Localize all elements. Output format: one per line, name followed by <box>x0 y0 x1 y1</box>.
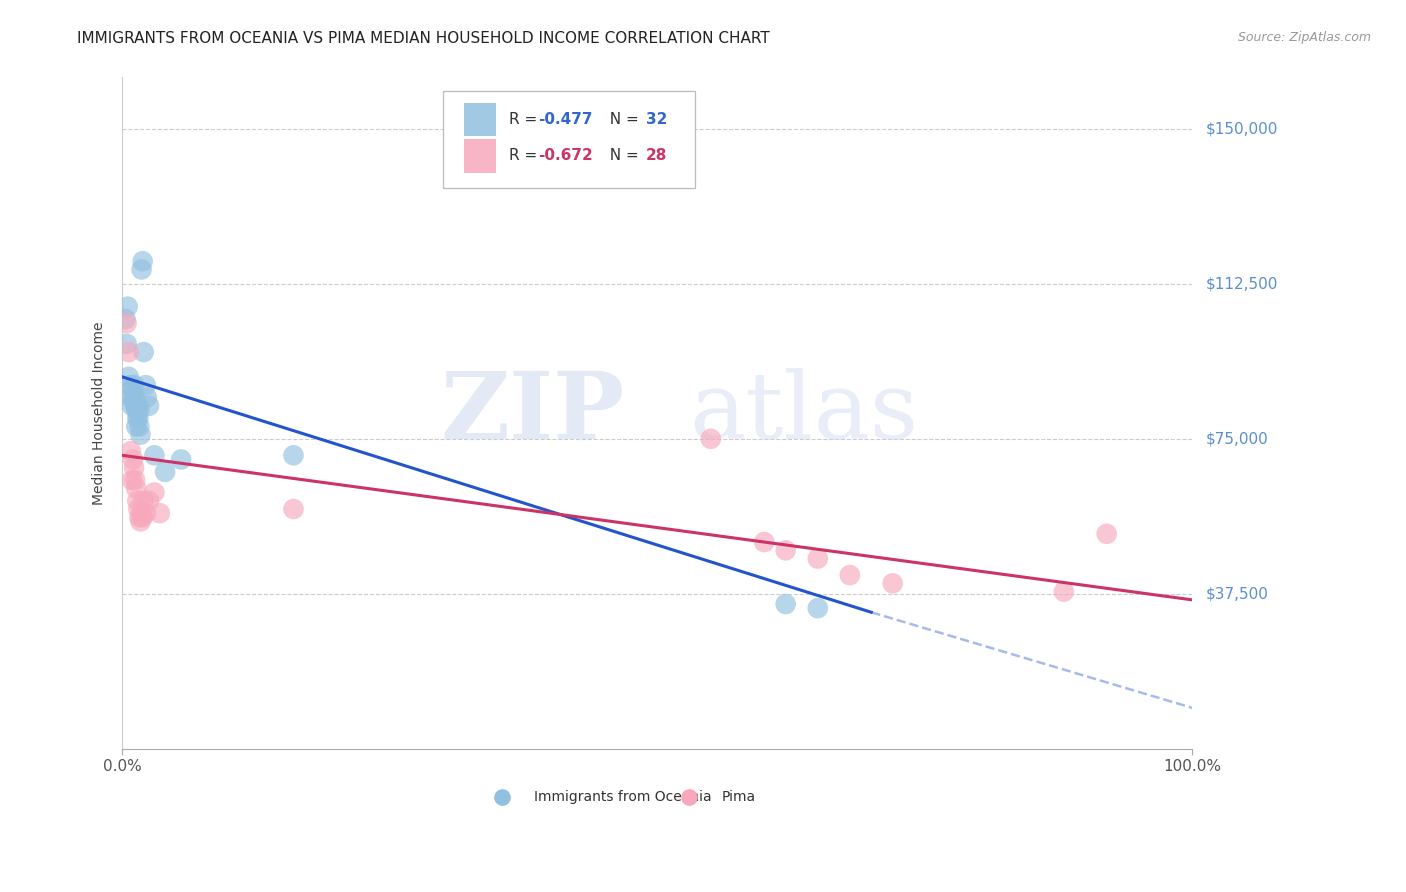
Point <box>1053 584 1076 599</box>
Text: 28: 28 <box>645 148 666 163</box>
Point <box>120 391 142 405</box>
Point <box>700 432 723 446</box>
Point <box>283 502 305 516</box>
Point <box>153 465 176 479</box>
Point <box>131 506 153 520</box>
Y-axis label: Median Household Income: Median Household Income <box>93 321 107 505</box>
Point <box>121 473 143 487</box>
Text: Immigrants from Oceania: Immigrants from Oceania <box>534 790 711 804</box>
Point <box>114 312 136 326</box>
Text: $75,000: $75,000 <box>1206 432 1268 446</box>
Text: R =: R = <box>509 112 541 128</box>
Point <box>135 506 157 520</box>
Point <box>122 452 145 467</box>
Point <box>838 568 860 582</box>
Point <box>118 369 141 384</box>
Point <box>131 254 153 268</box>
Point <box>117 300 139 314</box>
Point <box>115 316 138 330</box>
Point <box>135 391 157 405</box>
Point <box>143 485 166 500</box>
Point <box>124 399 146 413</box>
Point <box>122 382 145 396</box>
Point <box>138 399 160 413</box>
Point <box>127 502 149 516</box>
Point <box>125 419 148 434</box>
Point <box>283 448 305 462</box>
Point <box>132 345 155 359</box>
FancyBboxPatch shape <box>464 139 496 173</box>
Point <box>807 551 830 566</box>
Text: Pima: Pima <box>721 790 755 804</box>
Point <box>125 403 148 417</box>
Text: -0.672: -0.672 <box>538 148 593 163</box>
Text: 32: 32 <box>645 112 666 128</box>
Point <box>128 419 150 434</box>
Point <box>775 543 797 558</box>
Point <box>129 427 152 442</box>
Point <box>122 460 145 475</box>
Point <box>129 515 152 529</box>
Point <box>135 378 157 392</box>
Text: $37,500: $37,500 <box>1206 586 1270 601</box>
Point <box>128 510 150 524</box>
Point <box>127 493 149 508</box>
Point <box>170 452 193 467</box>
Point <box>143 448 166 462</box>
Point <box>882 576 904 591</box>
Text: $150,000: $150,000 <box>1206 121 1278 136</box>
Point <box>120 444 142 458</box>
Text: N =: N = <box>599 148 643 163</box>
Point <box>118 345 141 359</box>
Point <box>127 411 149 425</box>
Point <box>118 378 141 392</box>
Text: $112,500: $112,500 <box>1206 277 1278 292</box>
Point <box>131 262 153 277</box>
Point <box>127 399 149 413</box>
Point <box>124 473 146 487</box>
Point <box>125 481 148 495</box>
Text: ZIP: ZIP <box>441 368 626 458</box>
Point <box>128 403 150 417</box>
FancyBboxPatch shape <box>464 103 496 136</box>
Text: Source: ZipAtlas.com: Source: ZipAtlas.com <box>1237 31 1371 45</box>
Point <box>124 391 146 405</box>
Text: atlas: atlas <box>689 368 918 458</box>
Point <box>754 535 776 549</box>
Point <box>115 336 138 351</box>
Text: R =: R = <box>509 148 541 163</box>
Point <box>149 506 172 520</box>
Text: N =: N = <box>599 112 643 128</box>
Text: IMMIGRANTS FROM OCEANIA VS PIMA MEDIAN HOUSEHOLD INCOME CORRELATION CHART: IMMIGRANTS FROM OCEANIA VS PIMA MEDIAN H… <box>77 31 770 46</box>
Point <box>121 399 143 413</box>
Point <box>122 378 145 392</box>
Point <box>775 597 797 611</box>
Point <box>138 493 160 508</box>
Point <box>127 411 149 425</box>
FancyBboxPatch shape <box>443 91 695 188</box>
Point <box>131 510 153 524</box>
Point <box>1095 526 1118 541</box>
Point <box>807 601 830 615</box>
Text: -0.477: -0.477 <box>538 112 593 128</box>
Point <box>132 493 155 508</box>
Point <box>122 391 145 405</box>
